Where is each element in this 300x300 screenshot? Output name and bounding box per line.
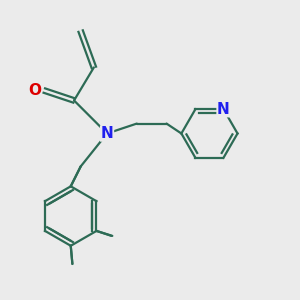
Text: O: O bbox=[28, 83, 41, 98]
Text: N: N bbox=[101, 126, 113, 141]
Text: N: N bbox=[217, 102, 230, 117]
